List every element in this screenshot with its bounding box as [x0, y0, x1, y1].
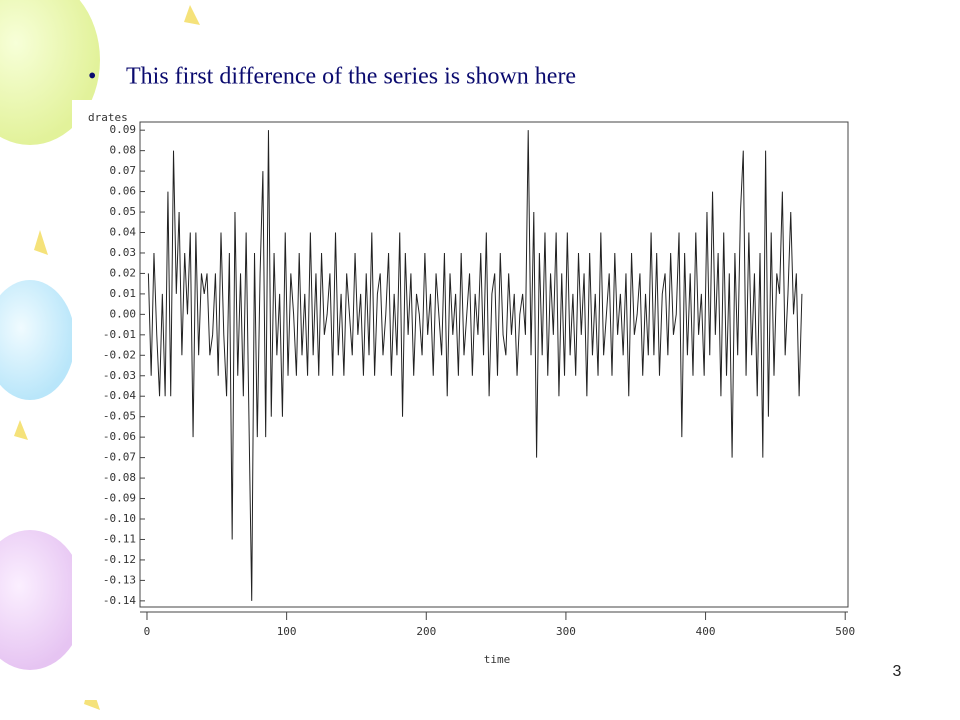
y-tick-label: -0.03: [103, 369, 136, 382]
y-tick-label: -0.01: [103, 328, 136, 341]
plot-frame: [139, 121, 849, 608]
decoration: [0, 0, 200, 710]
y-tick-label: -0.06: [103, 430, 136, 443]
chart-background: [72, 100, 872, 700]
y-tick-label: 0.09: [110, 123, 137, 136]
y-tick-label: 0.08: [110, 144, 137, 157]
page-number: 3: [893, 663, 902, 680]
x-tick-label: 400: [696, 625, 716, 638]
y-axis-label: drates: [88, 111, 128, 124]
y-tick-label: -0.02: [103, 348, 136, 361]
x-tick-label: 100: [277, 625, 297, 638]
y-tick-label: 0.03: [110, 246, 137, 259]
bullet: •: [88, 64, 96, 90]
x-tick-label: 200: [416, 625, 436, 638]
y-tick-label: -0.11: [103, 532, 136, 545]
y-tick-label: 0.05: [110, 205, 137, 218]
data-line: [147, 130, 803, 601]
y-tick-label: 0.06: [110, 185, 137, 198]
y-tick-label: -0.05: [103, 410, 136, 423]
y-tick-label: -0.07: [103, 451, 136, 464]
y-tick-label: 0.02: [110, 266, 137, 279]
y-tick-label: -0.04: [103, 389, 136, 402]
y-tick-label: -0.13: [103, 573, 136, 586]
y-tick-label: -0.08: [103, 471, 136, 484]
x-tick-label: 500: [835, 625, 855, 638]
y-tick-label: 0.01: [110, 287, 137, 300]
y-tick-label: 0.04: [110, 226, 137, 239]
y-tick-label: -0.12: [103, 553, 136, 566]
x-tick-label: 300: [556, 625, 576, 638]
y-tick-label: -0.09: [103, 492, 136, 505]
y-tick-label: 0.07: [110, 164, 137, 177]
x-tick-label: 0: [144, 625, 151, 638]
y-tick-label: 0.00: [110, 307, 137, 320]
bullet-text: This first difference of the series is s…: [126, 64, 576, 90]
x-axis-label: time: [484, 653, 511, 666]
y-tick-label: -0.10: [103, 512, 136, 525]
y-tick-label: -0.14: [103, 594, 136, 607]
